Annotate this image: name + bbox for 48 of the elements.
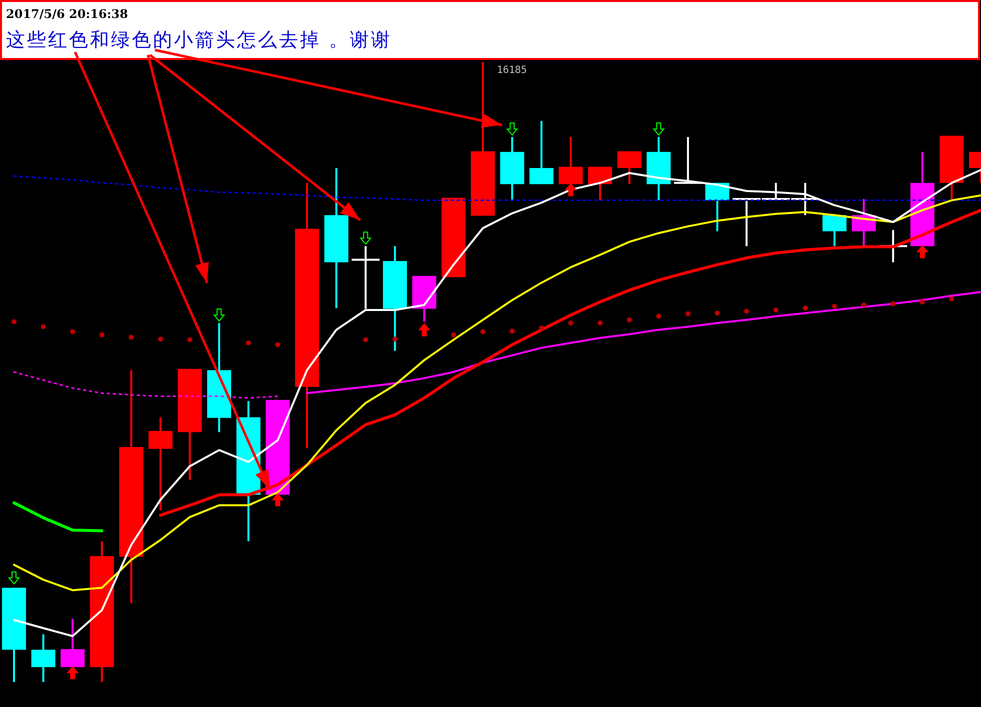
point [363,337,368,342]
chart-subtitle: 这些红色和绿色的小箭头怎么去掉 。谢谢 [6,29,392,51]
point [275,342,280,348]
point [626,317,632,322]
candlestick [822,214,846,248]
point [598,320,603,326]
chart-title: 2017/5/6 20:16:38 [6,7,128,21]
point [480,329,486,334]
point [8,571,20,584]
point [565,183,576,196]
point [128,334,134,340]
point [246,340,251,346]
point [744,308,750,314]
point [158,336,164,342]
point [418,323,430,336]
point [99,332,104,338]
point [12,319,16,324]
point [272,493,284,506]
point [714,310,720,316]
point [538,325,544,330]
point [653,122,664,136]
point [67,666,78,680]
point [656,314,662,319]
candlestick [31,633,56,683]
point [916,245,928,258]
candlestick [617,150,642,186]
point [890,301,896,306]
candlestick [588,166,612,202]
candlestick [529,120,554,186]
point [802,306,808,311]
point [70,329,76,334]
point [40,324,46,330]
point [510,328,515,334]
point [949,296,954,302]
point [685,311,690,316]
point [832,304,837,309]
point [392,336,398,342]
point [773,308,778,312]
point [187,337,192,342]
point [568,320,574,326]
point [506,122,518,136]
point [360,232,372,245]
point [451,332,456,338]
annotation: 16185 [496,65,527,76]
point [861,302,866,308]
point [214,308,225,322]
point [920,299,925,304]
candlestick [148,416,173,512]
